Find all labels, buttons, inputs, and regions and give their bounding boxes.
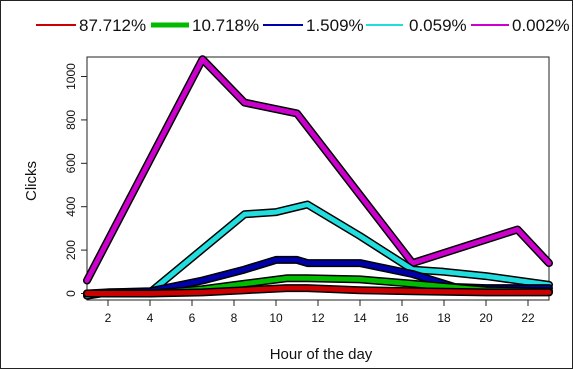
legend-label-1: 87.712% [79, 16, 146, 35]
y-tick-label: 400 [64, 196, 78, 216]
x-tick-label: 4 [147, 311, 154, 325]
y-axis: 0 200 400 600 800 1000 [64, 63, 87, 297]
series-line-5-color [84, 56, 552, 283]
y-tick-label: 800 [64, 110, 78, 130]
x-tick-label: 12 [311, 311, 325, 325]
x-tick-label: 10 [269, 311, 283, 325]
y-tick-label: 0 [64, 290, 78, 297]
x-tick-label: 18 [437, 311, 451, 325]
x-tick-label: 20 [479, 311, 493, 325]
y-tick-label: 200 [64, 240, 78, 260]
series-line-1-color [84, 285, 552, 296]
y-tick-label: 600 [64, 153, 78, 173]
x-axis: 2 4 6 8 10 12 14 16 18 20 22 [105, 300, 535, 325]
x-axis-label: Hour of the day [270, 346, 373, 363]
legend-label-4: 0.059% [409, 16, 467, 35]
x-tick-label: 14 [353, 311, 367, 325]
y-tick-label: 1000 [64, 63, 78, 90]
x-tick-label: 16 [395, 311, 409, 325]
legend-label-3: 1.509% [306, 16, 364, 35]
x-tick-label: 8 [231, 311, 238, 325]
legend-label-5: 0.002% [512, 16, 570, 35]
series-layer [83, 55, 553, 300]
x-tick-label: 2 [105, 311, 112, 325]
legend: 87.712% 10.718% 1.509% 0.059% 0.002% [36, 16, 570, 35]
y-axis-label: Clicks [23, 161, 40, 201]
series-line-5 [83, 55, 553, 285]
x-tick-label: 6 [189, 311, 196, 325]
x-tick-label: 22 [521, 311, 535, 325]
legend-label-2: 10.718% [192, 16, 259, 35]
